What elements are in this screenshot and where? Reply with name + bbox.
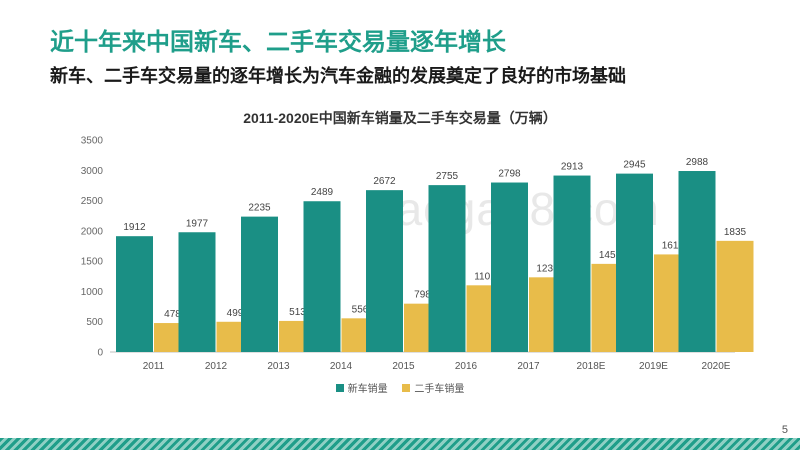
x-tick-label: 2018E <box>577 361 606 372</box>
data-label-used-car: 1611 <box>662 240 684 251</box>
data-label-used-car: 1835 <box>724 227 747 238</box>
legend-label-used-car: 二手车销量 <box>414 384 465 395</box>
x-tick-label: 2017 <box>517 361 540 372</box>
bar-new-car <box>366 190 403 352</box>
data-label-new-car: 2235 <box>248 203 271 214</box>
data-label-new-car: 2672 <box>373 176 396 187</box>
data-label-used-car: 556 <box>352 304 369 315</box>
legend-item-new-car: 新车销量 <box>335 380 388 395</box>
data-label-used-car: 798 <box>414 290 431 301</box>
chart-title: 2011-2020E中国新车销量及二手车交易量（万辆） <box>243 110 557 126</box>
data-label-new-car: 1912 <box>123 222 146 233</box>
x-tick-label: 2020E <box>702 361 731 372</box>
data-label-used-car: 478 <box>164 309 181 320</box>
y-tick-label: 2500 <box>81 196 104 207</box>
x-tick-label: 2014 <box>330 361 353 372</box>
legend-swatch-used-car <box>402 383 411 392</box>
bar-new-car <box>241 216 278 352</box>
page-number: 5 <box>781 424 788 436</box>
bar-new-car <box>553 175 591 352</box>
x-tick-label: 2019E <box>639 361 668 372</box>
y-tick-label: 1000 <box>81 287 104 298</box>
y-tick-label: 0 <box>97 348 103 359</box>
data-label-new-car: 2755 <box>436 171 459 182</box>
x-tick-label: 2013 <box>267 361 290 372</box>
y-tick-label: 500 <box>86 317 103 328</box>
x-tick-label: 2015 <box>392 361 415 372</box>
data-label-new-car: 2988 <box>686 157 709 168</box>
bar-new-car <box>678 171 716 352</box>
data-label-new-car: 2798 <box>498 169 521 180</box>
legend-label-new-car: 新车销量 <box>347 384 388 395</box>
y-tick-label: 3000 <box>81 166 104 177</box>
bar-new-car <box>616 173 653 352</box>
slide-title: 近十年来中国新车、二手车交易量逐年增长 <box>50 29 506 56</box>
x-tick-label: 2012 <box>205 361 228 372</box>
slide-subtitle: 新车、二手车交易量的逐年增长为汽车金融的发展奠定了良好的市场基础 <box>50 66 626 86</box>
data-label-used-car: 1233 <box>536 263 559 274</box>
data-label-used-car: 513 <box>289 307 306 318</box>
data-label-used-car: 1101 <box>474 271 496 282</box>
data-label-used-car: 1455 <box>599 250 622 261</box>
y-tick-label: 3500 <box>81 136 104 147</box>
bar-new-car <box>178 232 216 352</box>
legend-swatch-new-car <box>335 383 344 392</box>
data-label-new-car: 2913 <box>561 162 584 173</box>
chart-legend: 新车销量 二手车销量 <box>0 380 800 395</box>
decorative-bottom-band <box>0 438 800 450</box>
data-label-new-car: 2489 <box>311 187 334 198</box>
data-label-new-car: 1977 <box>186 218 209 229</box>
bar-used-car <box>716 240 754 352</box>
data-label-used-car: 499 <box>227 308 244 319</box>
bar-new-car <box>116 236 153 352</box>
bar-new-car <box>428 185 466 352</box>
bar-new-car <box>303 201 341 352</box>
bar-new-car <box>491 182 528 352</box>
legend-item-used-car: 二手车销量 <box>402 380 464 395</box>
x-tick-label: 2016 <box>455 361 478 372</box>
y-tick-label: 2000 <box>81 226 104 237</box>
y-tick-label: 1500 <box>81 257 104 268</box>
data-label-new-car: 2945 <box>623 160 646 171</box>
x-tick-label: 2011 <box>143 361 165 372</box>
